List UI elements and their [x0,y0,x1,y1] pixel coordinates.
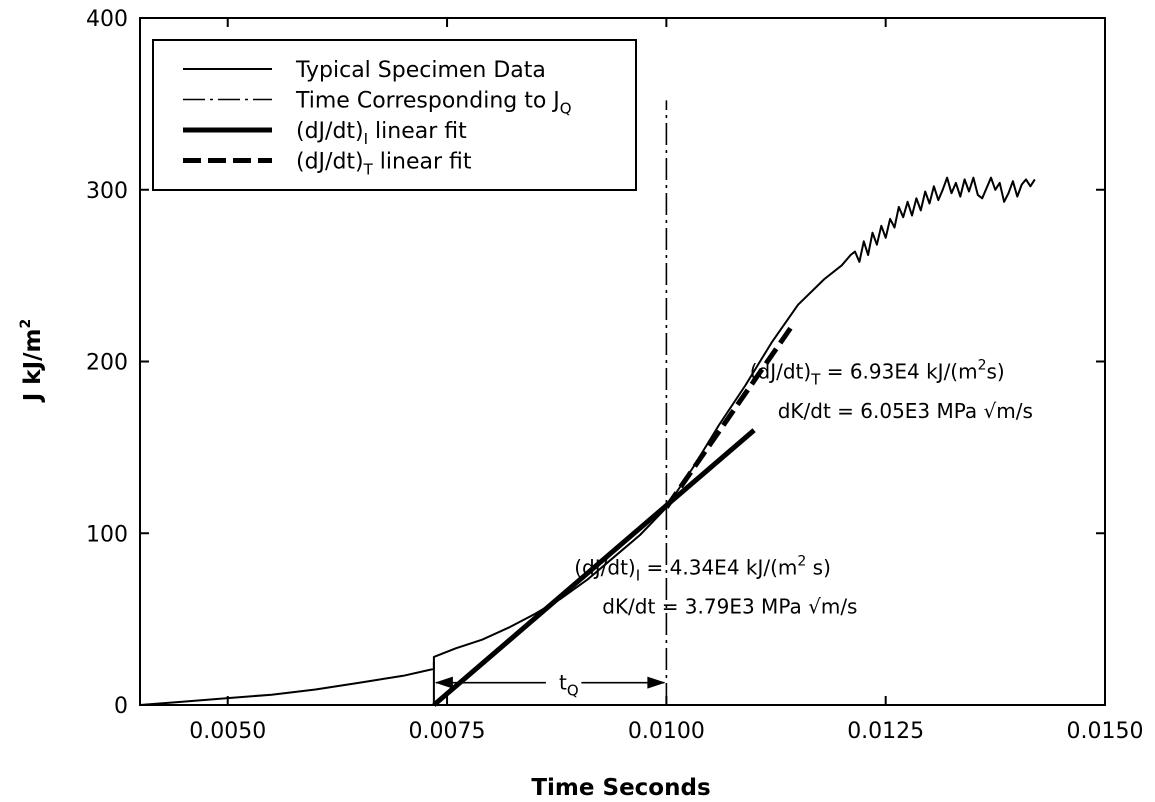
x-axis-title: Time Seconds [531,775,710,801]
anno-rest: = 6.93E4 kJ/(m [820,360,977,384]
anno-end: s) [987,360,1005,384]
legend-text: (dJ/dt) [296,119,364,144]
x-tick-label: 0.0150 [1067,719,1144,744]
legend-suffix: linear fit [368,119,467,144]
tq-arrowhead-right [647,677,665,689]
series-line-3 [666,324,793,508]
x-tick-label: 0.0075 [409,719,486,744]
tq-label: tQ [559,671,579,700]
anno-text: dK/dt = 6.05E3 MPa √m/s [778,399,1033,423]
y-axis-title: J kJ/m2 [18,319,46,404]
legend: Typical Specimen Data Time Corresponding … [153,40,636,190]
legend-text: Typical Specimen Data [295,58,546,83]
annotation-rate-i-line-0: (dJ/dt)I = 4.34E4 kJ/(m2 s) [574,553,831,584]
y-axis-title-sup: 2 [18,319,34,329]
anno-rest: = 4.34E4 kJ/(m [640,555,797,579]
legend-entry-2: (dJ/dt)I linear fit [296,119,467,148]
annotation-rate-t-line-0: (dJ/dt)T = 6.93E4 kJ/(m2s) [750,358,1005,389]
y-axis-title-text: J kJ/m [20,328,46,403]
legend-text: (dJ/dt) [296,150,364,175]
tq-label-text: t [559,671,567,695]
y-tick-label: 0 [114,694,128,719]
annotation-rate-i-line-1: dK/dt = 3.79E3 MPa √m/s [602,595,857,619]
y-tick-label: 300 [86,179,128,204]
anno-sup: 2 [797,553,806,569]
legend-sub: Q [560,100,572,118]
legend-suffix: linear fit [373,150,472,175]
anno-sup: 2 [978,358,987,374]
y-tick-label: 400 [86,7,128,32]
anno-text: (dJ/dt) [750,360,811,384]
annotation-rate-t-line-1: dK/dt = 6.05E3 MPa √m/s [778,399,1033,423]
anno-text: (dJ/dt) [574,555,635,579]
legend-entry-0: Typical Specimen Data [295,58,546,83]
annotations: tQ (dJ/dt)T = 6.93E4 kJ/(m2s) dK/dt = 6.05… [434,358,1033,705]
x-tick-label: 0.0125 [847,719,924,744]
anno-text: dK/dt = 3.79E3 MPa √m/s [602,595,857,619]
tq-arrowhead-left [435,677,453,689]
legend-text: Time Corresponding to J [295,89,560,114]
tq-label-sub: Q [567,682,579,700]
anno-end: s) [806,555,831,579]
y-tick-label: 100 [86,522,128,547]
series-line-0 [140,178,1035,705]
y-tick-label: 200 [86,351,128,376]
x-tick-label: 0.0050 [189,719,266,744]
x-tick-label: 0.0100 [628,719,705,744]
legend-entry-1: Time Corresponding to JQ [295,89,572,118]
legend-entry-3: (dJ/dt)T linear fit [296,150,472,179]
